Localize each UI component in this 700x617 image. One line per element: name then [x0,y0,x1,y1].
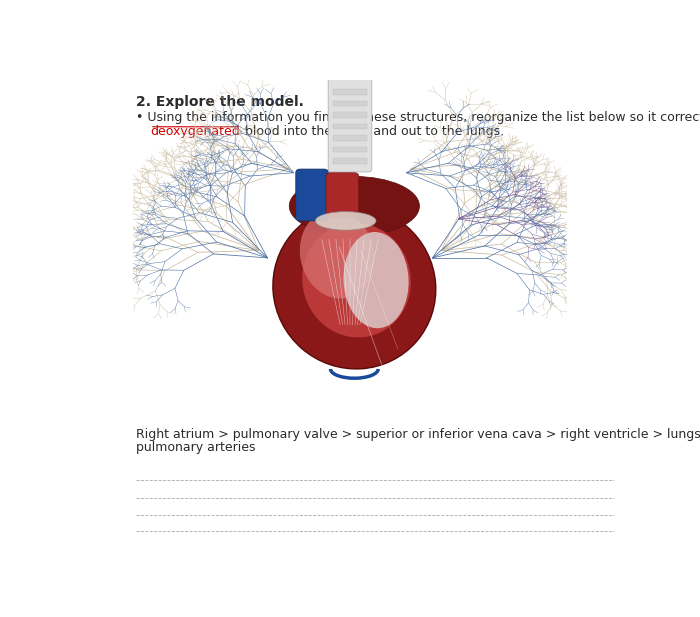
Bar [332,101,368,106]
Ellipse shape [289,176,419,236]
Text: pulmonary arteries: pulmonary arteries [136,441,256,454]
Bar [332,135,368,141]
Text: blood into the heart and out to the lungs.: blood into the heart and out to the lung… [241,125,504,138]
Text: Right atrium > pulmonary valve > superior or inferior vena cava > right ventricl: Right atrium > pulmonary valve > superio… [136,428,700,441]
Ellipse shape [273,206,436,369]
Bar [332,147,368,152]
FancyBboxPatch shape [295,169,328,221]
Ellipse shape [344,232,409,328]
Ellipse shape [300,210,374,299]
FancyBboxPatch shape [328,78,372,172]
Bar [332,159,368,164]
Text: • Using the information you find on these structures, reorganize the list below : • Using the information you find on thes… [136,111,700,124]
Bar [332,112,368,118]
Text: deoxygenated: deoxygenated [150,125,239,138]
Text: 2. Explore the model.: 2. Explore the model. [136,96,304,109]
Bar [332,124,368,129]
Ellipse shape [315,212,376,230]
Ellipse shape [302,223,411,337]
Bar [332,89,368,94]
FancyBboxPatch shape [326,173,358,217]
